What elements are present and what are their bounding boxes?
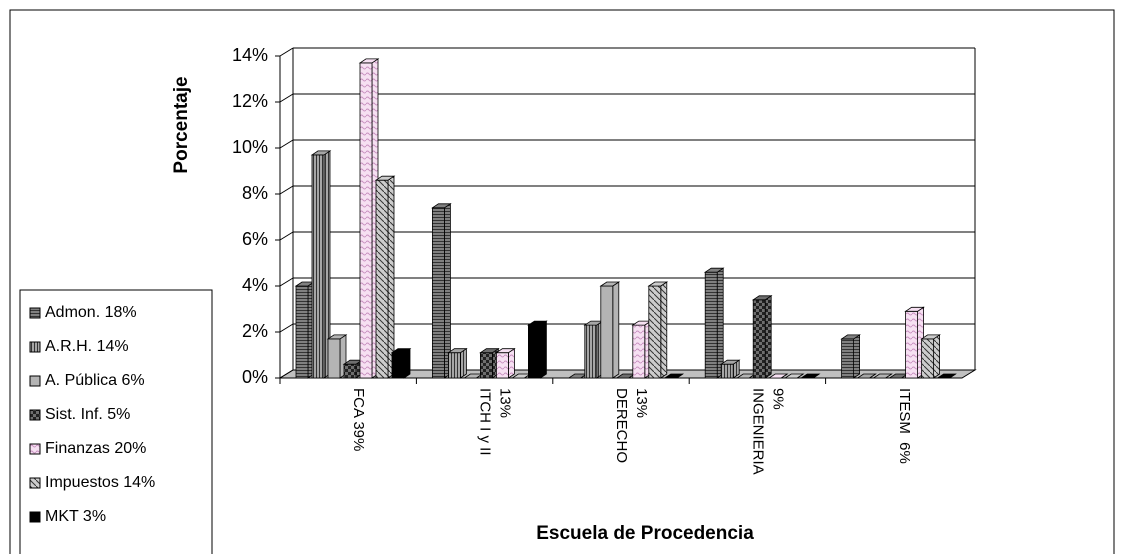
wall-grid-line: [279, 277, 294, 287]
bar-top: [390, 348, 412, 354]
bar-top: [599, 281, 621, 287]
y-tick-label: 12%: [232, 91, 268, 111]
bar-top: [431, 203, 452, 209]
bar-top: [447, 348, 468, 354]
y-tick-label: 4%: [242, 275, 268, 295]
bar: [921, 338, 934, 379]
bar: [632, 324, 646, 379]
y-tick-label: 0%: [242, 367, 268, 387]
bar-side: [507, 347, 515, 379]
wall-grid-line: [279, 139, 294, 149]
bar-top: [856, 373, 877, 379]
bar-side: [459, 347, 467, 379]
legend-label: Sist. Inf. 5%: [45, 406, 130, 423]
bar-top: [767, 373, 789, 379]
bar: [375, 179, 389, 379]
bar-top: [799, 373, 821, 379]
bar-side: [612, 281, 620, 379]
bar-top: [495, 348, 516, 354]
bar-top: [663, 373, 685, 379]
x-tick-label: INGENIERIA 9%: [749, 388, 787, 479]
legend-swatch: [29, 307, 41, 319]
bar-side: [387, 175, 395, 379]
legend-label: A.R.H. 14%: [45, 338, 129, 355]
legend-swatch: [29, 375, 41, 387]
bar-top: [936, 373, 957, 379]
bar: [720, 363, 734, 379]
wall-grid-line: [279, 47, 294, 57]
bar-side: [660, 281, 668, 379]
y-tick-label: 14%: [232, 45, 268, 65]
chart-border: [9, 9, 1115, 554]
bar: [447, 352, 461, 379]
bar-side: [540, 320, 547, 379]
bar-side: [403, 347, 411, 379]
wall-grid-line: [279, 185, 294, 195]
bar-side: [933, 334, 940, 379]
bar-top: [840, 334, 861, 340]
legend-swatch: [29, 443, 41, 455]
bar-top: [527, 320, 548, 326]
bar-top: [751, 295, 773, 301]
x-tick-label: ITCH I y II 13%: [476, 388, 514, 460]
x-tick-label: FCA 39%: [350, 388, 368, 452]
x-axis-title: Escuela de Procedencia: [536, 523, 754, 544]
bar: [752, 299, 766, 379]
y-tick-label: 10%: [232, 137, 268, 157]
bar-top: [374, 175, 396, 181]
bar: [584, 324, 598, 379]
bar: [905, 310, 918, 379]
bar-top: [719, 359, 741, 365]
bar-top: [904, 306, 925, 312]
bar-top: [872, 373, 893, 379]
bar: [648, 285, 662, 379]
wall-grid-line: [279, 369, 294, 379]
bar: [295, 285, 309, 379]
bar-top: [783, 373, 805, 379]
legend-label: A. Pública 6%: [45, 372, 145, 389]
bar-top: [326, 334, 348, 340]
wall-grid-line: [279, 323, 294, 333]
bar-top: [647, 281, 669, 287]
bar: [359, 62, 373, 379]
bar: [841, 338, 854, 379]
bar-top: [703, 267, 725, 273]
wall-grid-line: [279, 231, 294, 241]
legend-label: Impuestos 14%: [45, 474, 155, 491]
bar-top: [358, 58, 380, 64]
bar: [311, 154, 325, 379]
legend-swatch: [29, 409, 41, 421]
x-tick-label: ITESM 6%: [895, 388, 913, 464]
y-tick-label: 6%: [242, 229, 268, 249]
bar: [704, 271, 718, 379]
legend-swatch: [29, 341, 41, 353]
bar-side: [853, 334, 860, 379]
legend-swatch: [29, 477, 41, 489]
bar-top: [310, 150, 332, 156]
bar: [495, 352, 509, 379]
legend-box: [19, 289, 213, 554]
bar-top: [479, 348, 500, 354]
wall-grid-line: [279, 93, 294, 103]
y-tick-label: 2%: [242, 321, 268, 341]
legend-label: Finanzas 20%: [45, 440, 146, 457]
legend-swatch: [29, 511, 41, 523]
bar: [391, 352, 405, 379]
legend-label: MKT 3%: [45, 508, 106, 525]
legend-label: Admon. 18%: [45, 304, 137, 321]
x-tick-label: DERECHO 13%: [613, 388, 650, 468]
bar: [528, 324, 541, 379]
bar-side: [764, 295, 772, 379]
bar: [431, 207, 445, 379]
bar: [479, 352, 493, 379]
bar: [327, 338, 341, 379]
y-axis-title: Porcentaje: [171, 76, 192, 173]
bar-top: [920, 334, 941, 340]
bar: [343, 363, 357, 379]
y-tick-label: 8%: [242, 183, 268, 203]
bar: [600, 285, 614, 379]
bar-side: [716, 267, 724, 379]
